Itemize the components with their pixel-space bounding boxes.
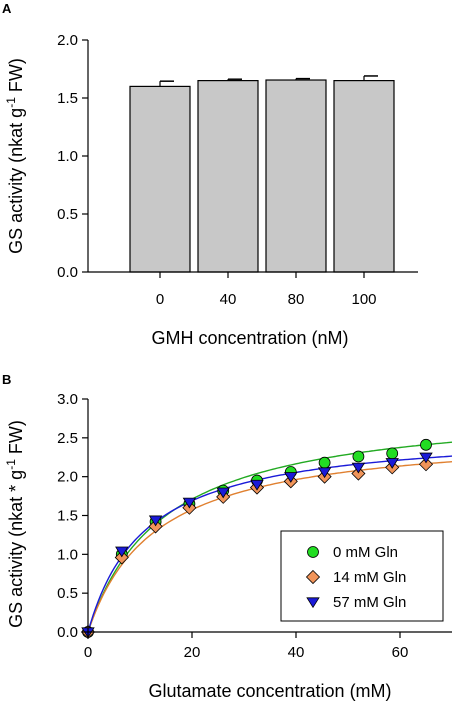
panel-b-letter: B (2, 372, 11, 387)
x-tick-label: 80 (288, 291, 305, 308)
panel-b-y-title-main: GS activity (nkat * g (6, 470, 26, 628)
marker-diamond (148, 519, 163, 534)
x-tick-label: 0 (84, 644, 92, 661)
y-tick-label: 0.0 (57, 624, 78, 641)
x-tick-label: 40 (220, 291, 237, 308)
marker-circle (307, 546, 319, 558)
y-tick-label: 2.0 (57, 32, 78, 49)
panel-b-plot: 0.0 0.5 1.0 1.5 2.0 2.5 3.0 0 20 40 60 0 mM Gln 14 m… (57, 391, 453, 661)
legend: 0 mM Gln 14 mM Gln 57 mM Gln (280, 530, 444, 622)
panel-a: A 0.0 0.5 1.0 1.5 2.0 0 40 80 100 GMH concentrat… (2, 1, 418, 348)
legend-entry: 14 mM Gln (333, 569, 406, 586)
marker-triangle (148, 515, 163, 527)
marker-triangle (306, 597, 320, 609)
marker-triangle (182, 497, 197, 509)
marker-triangle (419, 452, 433, 464)
y-tick-label: 0.5 (57, 585, 78, 602)
panel-a-plot: 0.0 0.5 1.0 1.5 2.0 0 40 80 100 (57, 32, 418, 308)
marker-circle (420, 438, 432, 451)
y-tick-label: 3.0 (57, 391, 78, 408)
marker-triangle (317, 467, 332, 479)
panel-a-letter: A (2, 1, 12, 16)
legend-entry: 57 mM Gln (333, 594, 406, 611)
marker-triangle (351, 462, 366, 474)
y-tick-label: 1.5 (57, 90, 78, 107)
marker-triangle (250, 479, 264, 491)
x-tick-label: 40 (288, 644, 305, 661)
marker-circle (386, 447, 399, 460)
y-tick-label: 1.0 (57, 148, 78, 165)
marker-triangle (216, 487, 230, 499)
marker-diamond (351, 466, 366, 481)
y-tick-label: 2.5 (57, 430, 78, 447)
y-tick-label: 1.5 (57, 508, 78, 525)
marker-triangle (385, 458, 399, 469)
y-tick-label: 2.0 (57, 469, 78, 486)
panel-b-x-axis-title: Glutamate concentration (mM) (148, 681, 391, 701)
y-tick-label: 0.5 (57, 206, 78, 223)
x-tick-label: 0 (156, 291, 164, 308)
marker-triangle (115, 546, 129, 558)
marker-diamond (114, 550, 129, 565)
x-tick-label: 20 (184, 644, 201, 661)
panel-b: B 0.0 0.5 1.0 1.5 2.0 2.5 3.0 0 20 40 60 0 mM Gln 14… (2, 372, 453, 701)
panel-b-y-title-sup: -1 (4, 459, 18, 470)
panel-b-y-title-end: FW) (6, 420, 26, 459)
panel-b-y-axis-title: GS activity (nkat * g-1 FW) (4, 420, 26, 628)
marker-circle (352, 450, 365, 463)
legend-entry: 0 mM Gln (333, 544, 398, 561)
x-tick-label: 60 (392, 644, 409, 661)
y-tick-label: 0.0 (57, 264, 78, 281)
bar (197, 79, 259, 273)
bar (265, 79, 327, 273)
bar (129, 85, 191, 273)
y-tick-label: 1.0 (57, 546, 78, 563)
panel-a-y-title-main: GS activity (nkat g (6, 108, 26, 254)
marker-circle (318, 456, 331, 469)
marker-diamond (418, 457, 434, 472)
panel-a-y-title-end: FW) (6, 58, 26, 97)
bar (333, 79, 395, 273)
marker-diamond (305, 569, 321, 585)
x-tick-label: 100 (351, 291, 376, 308)
marker-triangle (284, 472, 298, 483)
panel-a-y-title-sup: -1 (4, 97, 18, 108)
panel-a-x-axis-title: GMH concentration (nM) (151, 328, 348, 348)
panel-a-y-axis-title: GS activity (nkat g-1 FW) (4, 58, 26, 254)
